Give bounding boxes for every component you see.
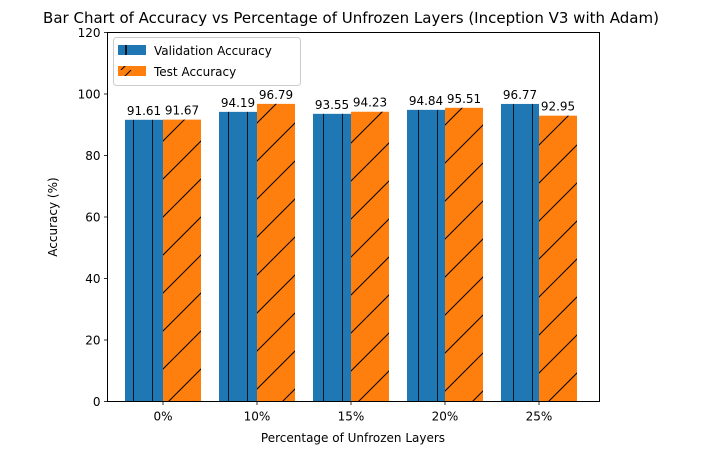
- legend: Validation Accuracy Test Accuracy: [113, 37, 301, 86]
- validation-accuracy-data-label: 91.61: [127, 104, 161, 118]
- test-accuracy-bar-hatch-20pct: [445, 107, 483, 402]
- x-tick-label: 0%: [153, 410, 172, 424]
- data-labels-layer: 91.61 94.19 93.55 94.84 96.77 91.67 96.79 94.23…: [127, 88, 575, 118]
- validation-accuracy-data-label: 96.77: [503, 88, 537, 102]
- test-accuracy-bar-hatch-15pct: [351, 111, 389, 402]
- y-tick-label: 100: [78, 88, 101, 102]
- legend-item-validation: Validation Accuracy: [118, 44, 272, 58]
- test-accuracy-bar-hatch-10pct: [257, 103, 295, 402]
- legend-label-validation: Validation Accuracy: [154, 44, 272, 58]
- x-tick-label: 20%: [432, 410, 459, 424]
- legend-item-test: Test Accuracy: [118, 65, 236, 79]
- test-accuracy-data-label: 92.95: [541, 100, 575, 114]
- validation-accuracy-bar-hatch-20pct: [407, 109, 445, 402]
- validation-accuracy-bar-hatch-10pct: [219, 111, 257, 402]
- y-axis: 0 20 40 60 80 100 120: [78, 26, 108, 409]
- validation-accuracy-bar-hatch-25pct: [501, 103, 539, 402]
- test-accuracy-data-label: 91.67: [165, 104, 199, 118]
- y-tick-label: 40: [85, 272, 100, 286]
- legend-box: [113, 37, 301, 86]
- x-tick-label: 10%: [244, 410, 271, 424]
- y-tick-label: 80: [85, 149, 100, 163]
- y-axis-title: Accuracy (%): [46, 177, 60, 256]
- y-tick-label: 0: [93, 395, 101, 409]
- validation-accuracy-bar-hatch-15pct: [313, 113, 351, 402]
- legend-hatch-test: [118, 66, 146, 76]
- test-accuracy-data-label: 96.79: [259, 88, 293, 102]
- validation-accuracy-data-label: 93.55: [315, 98, 349, 112]
- validation-accuracy-data-label: 94.19: [221, 96, 255, 110]
- validation-accuracy-data-label: 94.84: [409, 94, 443, 108]
- test-accuracy-bar-hatch-25pct: [539, 115, 577, 402]
- validation-accuracy-bar-hatch-0pct: [125, 119, 163, 402]
- test-accuracy-bar-hatch-0pct: [163, 119, 201, 402]
- y-tick-label: 20: [85, 334, 100, 348]
- test-accuracy-data-label: 94.23: [353, 96, 387, 110]
- test-accuracy-data-label: 95.51: [447, 92, 481, 106]
- x-axis-title: Percentage of Unfrozen Layers: [261, 431, 445, 445]
- bars-layer: [125, 103, 577, 402]
- legend-hatch-validation: [118, 45, 146, 55]
- x-tick-label: 15%: [338, 410, 365, 424]
- y-tick-label: 120: [78, 26, 101, 40]
- x-tick-label: 25%: [526, 410, 553, 424]
- x-axis: 0% 10% 15% 20% 25%: [153, 401, 553, 424]
- chart-title: Bar Chart of Accuracy vs Percentage of U…: [43, 9, 659, 27]
- y-tick-label: 60: [85, 211, 100, 225]
- legend-label-test: Test Accuracy: [153, 65, 236, 79]
